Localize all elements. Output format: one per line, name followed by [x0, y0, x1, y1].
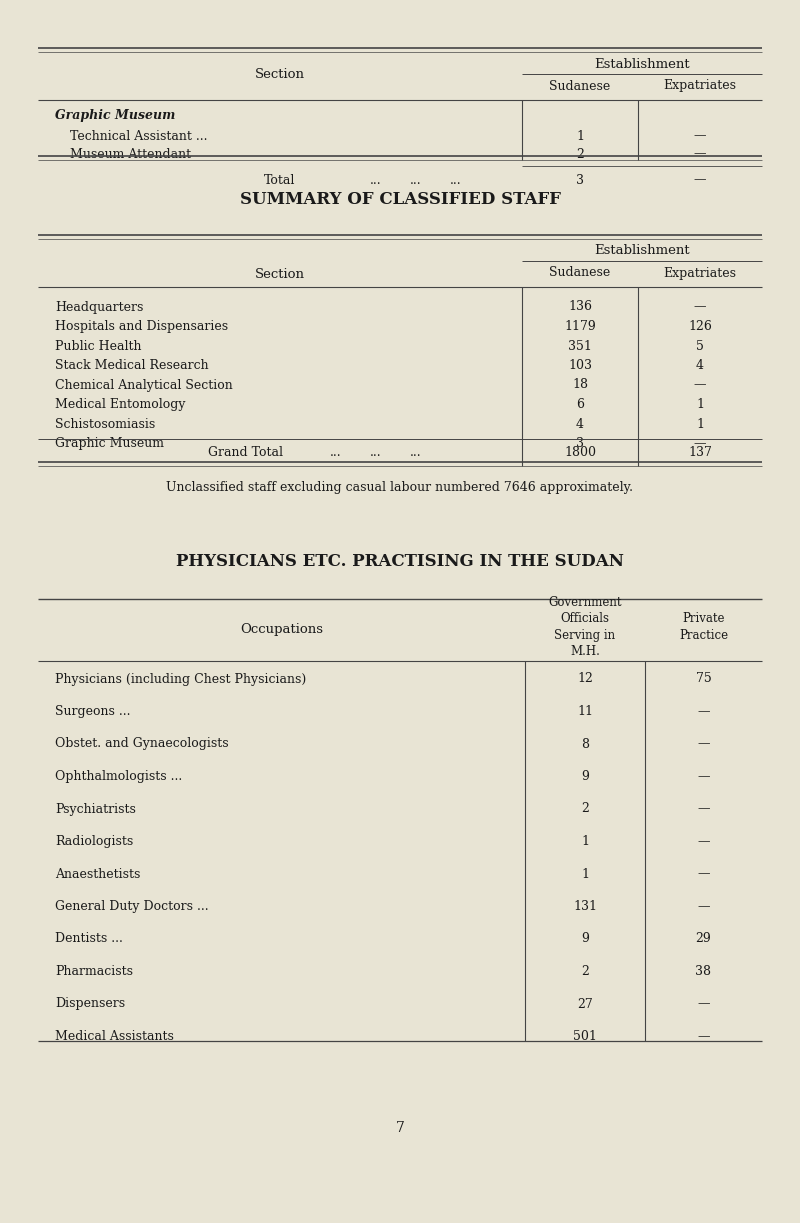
Text: Obstet. and Gynaecologists: Obstet. and Gynaecologists [55, 737, 229, 751]
Text: —: — [694, 437, 706, 450]
Text: —: — [694, 130, 706, 143]
Text: Surgeons ...: Surgeons ... [55, 704, 130, 718]
Text: Section: Section [255, 269, 305, 281]
Text: —: — [698, 704, 710, 718]
Text: 2: 2 [581, 802, 589, 816]
Text: 75: 75 [696, 673, 711, 686]
Text: —: — [694, 174, 706, 186]
Text: —: — [698, 900, 710, 914]
Text: 6: 6 [576, 397, 584, 411]
Text: 1: 1 [576, 130, 584, 143]
Text: 1: 1 [696, 417, 704, 430]
Text: 7: 7 [395, 1121, 405, 1135]
Text: Expatriates: Expatriates [663, 267, 737, 280]
Text: Government
Officials
Serving in
M.H.: Government Officials Serving in M.H. [548, 596, 622, 658]
Text: 1: 1 [581, 867, 589, 881]
Text: —: — [698, 867, 710, 881]
Text: 1: 1 [581, 835, 589, 848]
Text: Grand Total: Grand Total [207, 445, 282, 459]
Text: Ophthalmologists ...: Ophthalmologists ... [55, 770, 182, 783]
Text: Graphic Museum: Graphic Museum [55, 437, 164, 450]
Text: 5: 5 [696, 340, 704, 352]
Text: Headquarters: Headquarters [55, 301, 143, 313]
Text: —: — [698, 1030, 710, 1043]
Text: Dispensers: Dispensers [55, 998, 125, 1010]
Text: ...: ... [370, 174, 382, 186]
Text: 3: 3 [576, 437, 584, 450]
Text: Museum Attendant: Museum Attendant [70, 148, 191, 160]
Text: Chemical Analytical Section: Chemical Analytical Section [55, 378, 233, 391]
Text: 501: 501 [573, 1030, 597, 1043]
Text: 38: 38 [695, 965, 711, 978]
Text: —: — [698, 737, 710, 751]
Text: 2: 2 [576, 148, 584, 160]
Text: ...: ... [330, 445, 342, 459]
Text: 1800: 1800 [564, 445, 596, 459]
Text: 126: 126 [688, 320, 712, 333]
Text: Medical Entomology: Medical Entomology [55, 397, 186, 411]
Text: Pharmacists: Pharmacists [55, 965, 133, 978]
Text: Technical Assistant ...: Technical Assistant ... [70, 130, 207, 143]
Text: Sudanese: Sudanese [550, 267, 610, 280]
Text: Total: Total [264, 174, 296, 186]
Text: Radiologists: Radiologists [55, 835, 134, 848]
Text: —: — [694, 148, 706, 160]
Text: 9: 9 [581, 932, 589, 945]
Text: ...: ... [370, 445, 382, 459]
Text: Medical Assistants: Medical Assistants [55, 1030, 174, 1043]
Text: Expatriates: Expatriates [663, 79, 737, 93]
Text: Stack Medical Research: Stack Medical Research [55, 360, 209, 372]
Text: 4: 4 [576, 417, 584, 430]
Text: Graphic Museum: Graphic Museum [55, 110, 175, 122]
Text: ...: ... [450, 174, 462, 186]
Text: 131: 131 [573, 900, 597, 914]
Text: Unclassified staff excluding casual labour numbered 7646 approximately.: Unclassified staff excluding casual labo… [166, 482, 634, 494]
Text: Psychiatrists: Psychiatrists [55, 802, 136, 816]
Text: Hospitals and Dispensaries: Hospitals and Dispensaries [55, 320, 228, 333]
Text: 18: 18 [572, 378, 588, 391]
Text: ...: ... [410, 445, 422, 459]
Text: Public Health: Public Health [55, 340, 142, 352]
Text: ...: ... [410, 174, 422, 186]
Text: 103: 103 [568, 360, 592, 372]
Text: 2: 2 [581, 965, 589, 978]
Text: 29: 29 [696, 932, 711, 945]
Text: Section: Section [255, 67, 305, 81]
Text: SUMMARY OF CLASSIFIED STAFF: SUMMARY OF CLASSIFIED STAFF [239, 192, 561, 208]
Text: —: — [698, 770, 710, 783]
Text: Establishment: Establishment [594, 57, 690, 71]
Text: Occupations: Occupations [240, 623, 323, 636]
Text: —: — [694, 301, 706, 313]
Text: 1179: 1179 [564, 320, 596, 333]
Text: —: — [698, 802, 710, 816]
Text: —: — [698, 835, 710, 848]
Text: Dentists ...: Dentists ... [55, 932, 123, 945]
Text: 136: 136 [568, 301, 592, 313]
Text: 9: 9 [581, 770, 589, 783]
Text: 12: 12 [577, 673, 593, 686]
Text: General Duty Doctors ...: General Duty Doctors ... [55, 900, 209, 914]
Text: 11: 11 [577, 704, 593, 718]
Text: Sudanese: Sudanese [550, 79, 610, 93]
Text: 8: 8 [581, 737, 589, 751]
Text: 27: 27 [577, 998, 593, 1010]
Text: 1: 1 [696, 397, 704, 411]
Text: Anaesthetists: Anaesthetists [55, 867, 140, 881]
Text: 137: 137 [688, 445, 712, 459]
Text: Private
Practice: Private Practice [679, 613, 728, 642]
Text: 351: 351 [568, 340, 592, 352]
Text: PHYSICIANS ETC. PRACTISING IN THE SUDAN: PHYSICIANS ETC. PRACTISING IN THE SUDAN [176, 553, 624, 570]
Text: —: — [694, 378, 706, 391]
Text: Establishment: Establishment [594, 245, 690, 258]
Text: 3: 3 [576, 174, 584, 186]
Text: —: — [698, 998, 710, 1010]
Text: 4: 4 [696, 360, 704, 372]
Text: Schistosomiasis: Schistosomiasis [55, 417, 155, 430]
Text: Physicians (including Chest Physicians): Physicians (including Chest Physicians) [55, 673, 306, 686]
